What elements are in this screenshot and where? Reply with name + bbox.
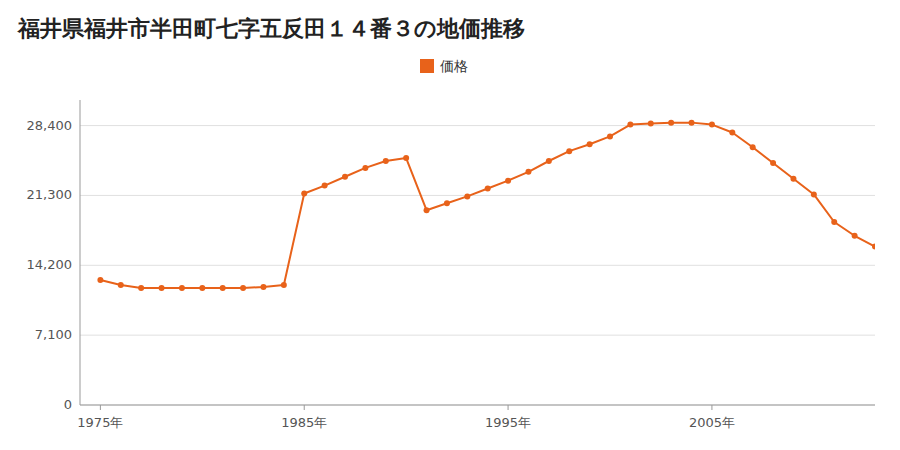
series-point [159, 285, 165, 291]
chart-container: 福井県福井市半田町七字五反田１４番３の地価推移価格 0 7,100 14,200 21,… [0, 0, 900, 450]
series-point [220, 285, 226, 291]
series-point [709, 122, 715, 128]
series-point [689, 120, 695, 126]
series-point [566, 148, 572, 154]
y-tick-label: 7,100 [35, 327, 72, 342]
series-point [546, 158, 552, 164]
y-tick-label: 28,400 [27, 118, 73, 133]
grid-line [80, 195, 875, 196]
legend-label: 価格 [440, 58, 468, 74]
y-tick-label: 14,200 [27, 257, 73, 272]
series-point [668, 120, 674, 126]
y-tick-label: 0 [64, 397, 72, 412]
plot-area [97, 120, 875, 291]
y-grid: 0 7,100 14,200 21,300 28,400 [27, 118, 876, 412]
series-point [770, 160, 776, 166]
series-point [199, 285, 205, 291]
series-point [587, 141, 593, 147]
title: 福井県福井市半田町七字五反田１４番３の地価推移 [17, 16, 525, 41]
series-point [729, 129, 735, 135]
x-tick [711, 405, 712, 410]
x-axis-line [80, 405, 875, 406]
series-point [240, 285, 246, 291]
grid-line [80, 335, 875, 336]
series-point [444, 200, 450, 206]
series-point [525, 169, 531, 175]
series-point [322, 183, 328, 189]
x-tick-label: 1975年 [77, 415, 123, 430]
x-axis: 1975年 1985年 1995年 2005年 [77, 405, 735, 430]
grid-line [80, 265, 875, 266]
series-point [97, 277, 103, 283]
series-point [281, 282, 287, 288]
series-point [179, 285, 185, 291]
chart-svg: 福井県福井市半田町七字五反田１４番３の地価推移価格 0 7,100 14,200 21,… [0, 0, 900, 450]
x-tick-label: 1995年 [485, 415, 531, 430]
series-line [100, 123, 875, 288]
series-point [342, 174, 348, 180]
series-point [464, 193, 470, 199]
series-point [872, 244, 875, 250]
series-point [627, 122, 633, 128]
grid-line [80, 405, 875, 406]
series-point [750, 144, 756, 150]
series-point [648, 121, 654, 127]
x-tick [508, 405, 509, 410]
series-point [831, 219, 837, 225]
y-axis-line [80, 100, 81, 405]
series-point [260, 284, 266, 290]
series-point [362, 165, 368, 171]
series-point [607, 133, 613, 139]
grid-line [80, 125, 875, 126]
series-point [383, 158, 389, 164]
series-point [301, 190, 307, 196]
series-point [424, 207, 430, 213]
legend: 価格 [420, 58, 468, 74]
series-point [852, 233, 858, 239]
x-tick [304, 405, 305, 410]
x-tick-label: 1985年 [281, 415, 327, 430]
series-point [485, 186, 491, 192]
series-point [790, 176, 796, 182]
series-point [811, 191, 817, 197]
legend-swatch [420, 59, 434, 73]
y-tick-label: 21,300 [27, 187, 73, 202]
x-tick-label: 2005年 [689, 415, 735, 430]
x-tick [100, 405, 101, 410]
series-point [118, 282, 124, 288]
series-point [403, 155, 409, 161]
series-point [505, 178, 511, 184]
series-point [138, 285, 144, 291]
